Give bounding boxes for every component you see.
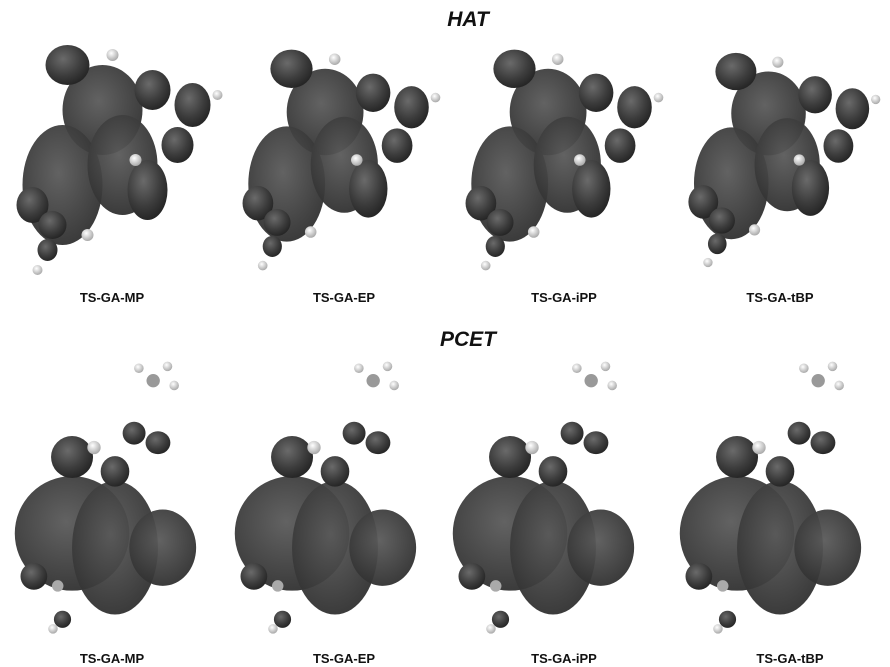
figure: HAT TS-GA-MP TS-GA-EP TS-GA-iPP TS-GA-tB… xyxy=(0,0,890,667)
molecule xyxy=(466,50,664,271)
section-title: HAT xyxy=(447,8,491,31)
molecule xyxy=(17,45,223,275)
panel-label: TS-GA-tBP xyxy=(756,651,823,666)
panel-label: TS-GA-EP xyxy=(313,651,375,666)
molecule xyxy=(688,53,880,267)
panel-label: TS-GA-MP xyxy=(80,290,145,305)
panel-label: TS-GA-iPP xyxy=(531,290,597,305)
molecule xyxy=(243,50,441,271)
molecule xyxy=(235,362,416,634)
molecule xyxy=(453,362,634,634)
page: {"sections": [ {"title": "HAT", "panels"… xyxy=(0,0,890,667)
panel-label: TS-GA-iPP xyxy=(531,651,597,666)
section-title: PCET xyxy=(440,328,498,351)
panel-label: TS-GA-tBP xyxy=(746,290,813,305)
panel-label: TS-GA-EP xyxy=(313,290,375,305)
molecule xyxy=(680,362,861,634)
panel-label: TS-GA-MP xyxy=(80,651,145,666)
molecule xyxy=(15,362,196,634)
